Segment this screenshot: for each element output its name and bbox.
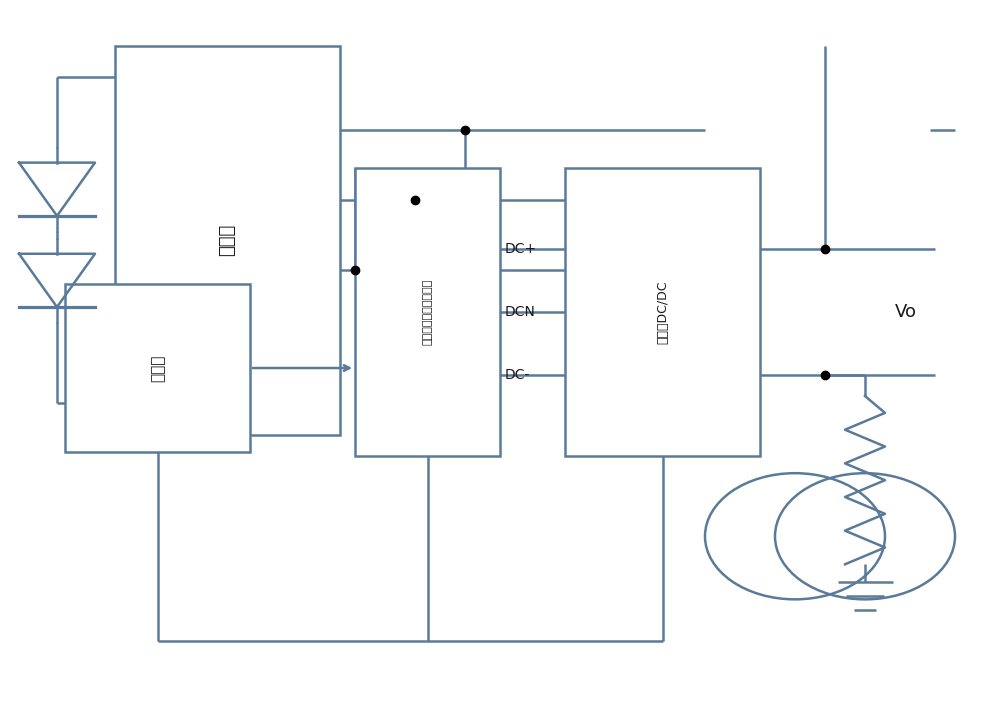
Text: DCN: DCN [505,305,536,319]
Text: 隔离型DC/DC: 隔离型DC/DC [656,280,669,343]
Text: DC-: DC- [505,368,530,382]
Text: 控制器: 控制器 [150,354,165,382]
Bar [355,168,500,456]
Bar [65,284,250,452]
Bar [115,46,340,435]
Text: DC+: DC+ [505,242,537,256]
Bar [565,168,760,456]
Text: 光伏器: 光伏器 [218,224,237,257]
Text: 电气信号引导器控制器: 电气信号引导器控制器 [422,279,432,345]
Text: Vo: Vo [895,303,917,321]
